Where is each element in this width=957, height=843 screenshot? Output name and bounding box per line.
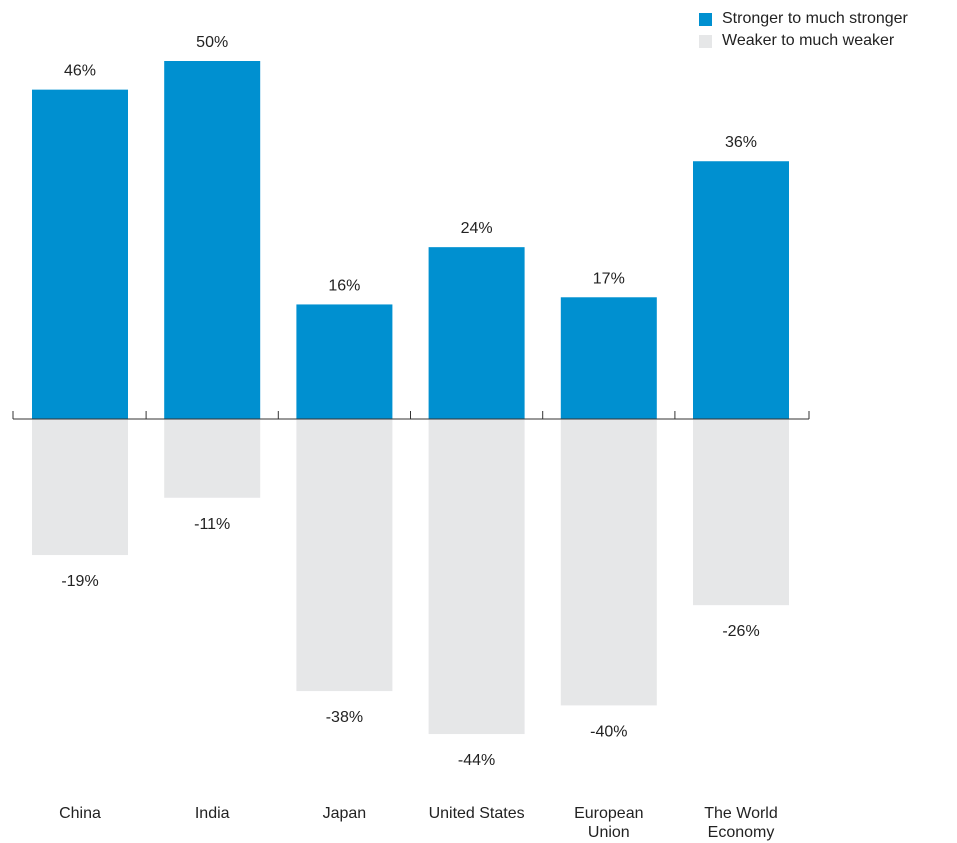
- value-label-stronger-0: 46%: [64, 63, 96, 80]
- legend: Stronger to much stronger Weaker to much…: [699, 8, 908, 52]
- value-label-weaker-5: -26%: [722, 623, 759, 640]
- bar-stronger-5: [693, 161, 789, 420]
- bar-weaker-0: [32, 419, 128, 556]
- bar-weaker-4: [560, 419, 657, 706]
- legend-label-weaker: Weaker to much weaker: [722, 32, 895, 49]
- legend-item-stronger: Stronger to much stronger: [699, 8, 908, 30]
- value-label-stronger-3: 24%: [461, 220, 493, 237]
- value-label-stronger-5: 36%: [725, 134, 757, 151]
- bars-layer: [32, 61, 789, 735]
- bar-stronger-3: [428, 247, 525, 419]
- value-label-stronger-1: 50%: [196, 34, 228, 51]
- category-label-0: China: [59, 805, 101, 822]
- legend-label-stronger: Stronger to much stronger: [722, 10, 908, 27]
- value-label-weaker-4: -40%: [590, 723, 627, 740]
- legend-swatch-weaker: [699, 34, 712, 48]
- bar-weaker-3: [428, 419, 525, 735]
- category-label-4: European Union: [574, 805, 643, 841]
- axis-layer: [12, 411, 810, 420]
- bar-stronger-1: [164, 61, 261, 419]
- value-label-stronger-4: 17%: [593, 270, 625, 287]
- value-label-weaker-1: -11%: [194, 516, 230, 533]
- bar-weaker-1: [164, 419, 261, 498]
- bar-stronger-4: [560, 297, 657, 419]
- category-label-1: India: [195, 805, 230, 822]
- bar-weaker-2: [296, 419, 393, 692]
- bar-stronger-2: [296, 304, 393, 419]
- legend-item-weaker: Weaker to much weaker: [699, 30, 908, 52]
- bar-stronger-0: [32, 89, 128, 419]
- value-label-weaker-0: -19%: [61, 573, 98, 590]
- value-label-weaker-3: -44%: [458, 752, 495, 769]
- category-label-3: United States: [429, 805, 525, 822]
- value-label-stronger-2: 16%: [328, 277, 360, 294]
- value-label-weaker-2: -38%: [326, 709, 363, 726]
- bar-weaker-5: [693, 419, 789, 606]
- legend-swatch-stronger: [699, 12, 712, 26]
- category-label-2: Japan: [323, 805, 367, 822]
- category-label-5: The World Economy: [704, 805, 778, 841]
- labels-layer: 46% -19% China 50% -11% India 16% -38% Japan 24% -…: [59, 34, 778, 841]
